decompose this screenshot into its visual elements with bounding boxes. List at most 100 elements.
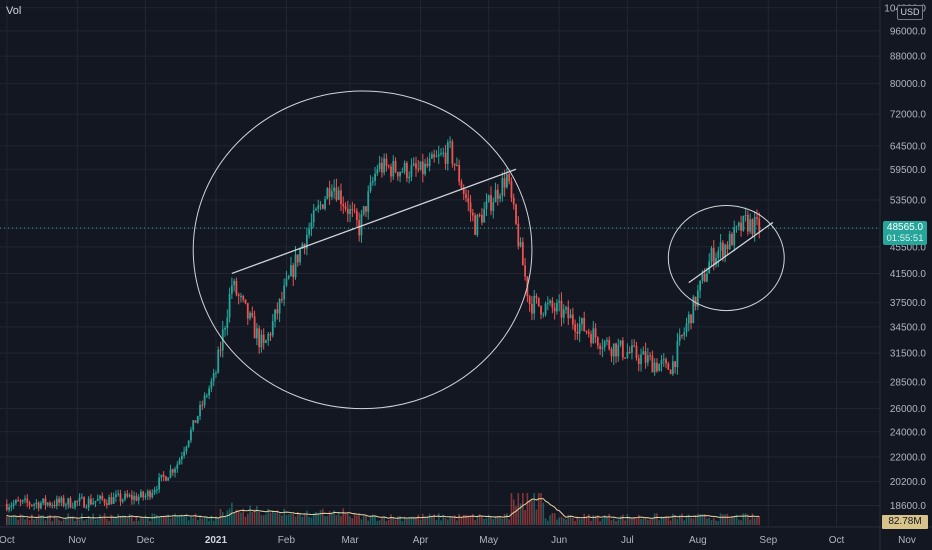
candle xyxy=(108,494,111,506)
candle-body xyxy=(199,404,201,417)
candle xyxy=(651,350,654,373)
candle xyxy=(203,392,206,409)
volume-bar xyxy=(315,512,317,525)
volume-bar xyxy=(253,509,256,525)
volume-bar xyxy=(65,517,67,525)
candle-body xyxy=(103,499,106,504)
candle-body xyxy=(512,197,515,205)
candle xyxy=(433,149,436,163)
candle xyxy=(185,445,188,455)
candle-body xyxy=(137,496,140,501)
volume-bar xyxy=(681,513,683,525)
candle xyxy=(212,368,215,387)
volume-bar xyxy=(549,515,551,525)
candle-body xyxy=(271,321,274,336)
volume-bar xyxy=(553,513,556,525)
candle-body xyxy=(226,317,229,328)
volume-bar xyxy=(85,519,88,525)
candle xyxy=(544,301,547,317)
candle xyxy=(405,161,408,183)
candle-body xyxy=(560,300,563,318)
volume-bar xyxy=(262,515,265,525)
currency-badge[interactable]: USD xyxy=(897,5,923,20)
volume-bar xyxy=(656,513,658,525)
candle-body xyxy=(690,314,692,324)
candle-body xyxy=(165,476,167,481)
volume-bar xyxy=(399,516,401,525)
candle xyxy=(437,145,440,165)
candle-body xyxy=(60,497,63,503)
candle xyxy=(40,500,42,510)
volume-bar xyxy=(367,520,370,525)
candle-body xyxy=(467,198,470,203)
candle-body xyxy=(37,502,40,509)
candle xyxy=(269,331,272,342)
candle-body xyxy=(285,278,288,286)
candle xyxy=(305,227,308,256)
price-tick-label: 64500.0 xyxy=(890,141,927,152)
candle xyxy=(46,502,49,507)
candle xyxy=(417,159,420,173)
candle xyxy=(515,203,517,226)
volume-bar xyxy=(565,519,567,525)
candle-body xyxy=(340,190,342,205)
volume-indicator-label[interactable]: Vol xyxy=(6,5,22,17)
candle xyxy=(355,208,358,229)
candle-body xyxy=(380,162,383,173)
candle-body xyxy=(649,355,652,357)
volume-bar xyxy=(685,515,688,525)
candle-body xyxy=(412,163,415,166)
volume-bar xyxy=(540,493,542,525)
volume-bar xyxy=(92,513,94,525)
candle-body xyxy=(735,226,738,228)
candle-body xyxy=(44,498,47,505)
candle-body xyxy=(212,373,215,381)
volume-bar xyxy=(483,518,485,525)
volume-bar xyxy=(603,515,606,525)
price-tick-label: 20200.0 xyxy=(890,477,927,488)
candle xyxy=(126,490,129,499)
candle xyxy=(637,354,640,372)
candle xyxy=(642,346,645,355)
volume-bar xyxy=(10,516,13,525)
candle xyxy=(469,194,472,222)
volume-bar xyxy=(151,513,154,525)
candle xyxy=(80,493,83,500)
price-tick-label: 96000.0 xyxy=(890,26,927,37)
candle-body xyxy=(460,181,463,189)
price-tick-label: 28500.0 xyxy=(890,378,927,389)
candle xyxy=(353,203,356,214)
candle xyxy=(337,186,340,201)
volume-bar xyxy=(174,513,176,525)
candle xyxy=(37,501,40,512)
volume-bar xyxy=(346,513,349,525)
candle-body xyxy=(346,208,349,215)
candle-body xyxy=(115,494,117,498)
candle xyxy=(481,208,483,226)
candle-body xyxy=(87,498,90,508)
volume-bar xyxy=(271,510,274,525)
volume-bar xyxy=(74,520,76,525)
candle xyxy=(371,176,374,186)
time-tick-label: Oct xyxy=(829,535,845,546)
volume-bar xyxy=(535,509,538,525)
candle xyxy=(571,307,574,330)
candle-body xyxy=(494,189,497,203)
candle-body xyxy=(601,347,604,349)
drawings[interactable] xyxy=(0,90,880,410)
candle xyxy=(462,184,465,200)
volume-bar xyxy=(301,516,304,525)
volume-bar xyxy=(233,512,235,525)
candle-body xyxy=(706,273,708,282)
candle xyxy=(290,256,292,277)
volume-bar xyxy=(756,517,758,525)
volume-bar xyxy=(467,515,470,525)
candle xyxy=(328,180,331,206)
candle-body xyxy=(367,191,370,212)
volume-bar xyxy=(560,516,563,525)
price-tick-label: 22000.0 xyxy=(890,452,927,463)
candle xyxy=(458,159,461,186)
candle xyxy=(683,327,686,341)
